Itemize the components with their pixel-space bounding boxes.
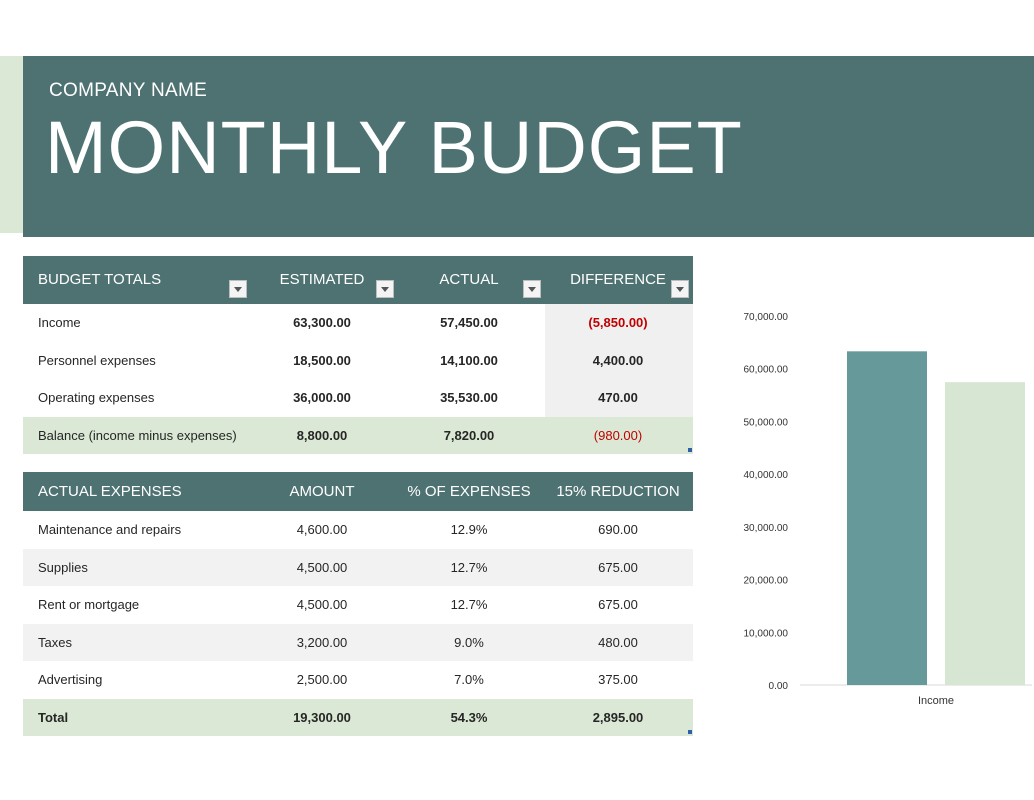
difference-highlight <box>545 379 693 417</box>
amount-value: 4,600.00 <box>296 522 348 537</box>
accent-strip <box>0 56 23 233</box>
reduction-value: 480.00 <box>598 634 638 650</box>
difference-highlight <box>545 341 693 379</box>
table-resize-handle[interactable] <box>688 448 692 452</box>
header-actual: ACTUAL <box>439 271 499 288</box>
table-row[interactable]: Operating expenses 36,000.00 35,530.00 4… <box>23 379 693 417</box>
chart-bar[interactable] <box>847 351 927 685</box>
actual-value: 7,820.00 <box>443 427 495 443</box>
y-tick-label: 10,000.00 <box>744 628 789 639</box>
actual-expenses-header: ACTUAL EXPENSES AMOUNT % OF EXPENSES 15%… <box>23 472 693 511</box>
x-category-label: Income <box>918 695 954 707</box>
pct-value: 12.9% <box>450 522 488 537</box>
actual-value: 57,450.00 <box>440 315 498 330</box>
estimated-value: 36,000.00 <box>293 390 351 405</box>
row-label: Taxes <box>38 634 72 650</box>
row-label: Balance (income minus expenses) <box>38 427 237 443</box>
reduction-value: 2,895.00 <box>592 709 644 725</box>
company-name: COMPANY NAME <box>49 80 208 101</box>
budget-totals-table: BUDGET TOTALS ESTIMATED ACTUAL DIFFERENC… <box>23 256 693 454</box>
y-tick-label: 0.00 <box>769 681 789 692</box>
row-label: Personnel expenses <box>38 352 156 368</box>
difference-highlight <box>545 304 693 342</box>
header-difference: DIFFERENCE <box>570 271 666 288</box>
y-tick-label: 30,000.00 <box>744 523 789 534</box>
actual-value: 35,530.00 <box>440 390 498 405</box>
header-actual-expenses: ACTUAL EXPENSES <box>38 483 182 500</box>
estimated-value: 8,800.00 <box>296 427 348 443</box>
row-label: Supplies <box>38 559 88 575</box>
actual-expenses-table: ACTUAL EXPENSES AMOUNT % OF EXPENSES 15%… <box>23 472 693 736</box>
table-row[interactable]: Personnel expenses 18,500.00 14,100.00 4… <box>23 341 693 379</box>
filter-dropdown-budget-totals[interactable] <box>229 280 247 298</box>
pct-value: 54.3% <box>450 709 488 725</box>
row-label: Operating expenses <box>38 390 155 405</box>
header-15pct-reduction: 15% REDUCTION <box>556 483 680 500</box>
table-row[interactable]: Taxes 3,200.00 9.0% 480.00 <box>23 623 693 661</box>
amount-value: 4,500.00 <box>296 597 348 612</box>
amount-value: 4,500.00 <box>296 559 348 575</box>
actual-value: 14,100.00 <box>440 352 498 368</box>
reduction-value: 675.00 <box>598 559 638 575</box>
header-amount: AMOUNT <box>289 483 355 500</box>
pct-value: 12.7% <box>450 597 488 612</box>
y-tick-label: 60,000.00 <box>744 365 789 376</box>
table-row[interactable]: Supplies 4,500.00 12.7% 675.00 <box>23 548 693 586</box>
row-label: Rent or mortgage <box>38 597 140 612</box>
amount-value: 19,300.00 <box>293 709 351 725</box>
y-tick-label: 40,000.00 <box>744 470 789 481</box>
pct-value: 9.0% <box>454 634 484 650</box>
difference-value: 4,400.00 <box>592 352 644 368</box>
income-chart[interactable]: 0.00 10,000.00 20,000.00 30,000.00 40,000.00… <box>720 300 1034 720</box>
reduction-value: 375.00 <box>598 672 638 687</box>
budget-totals-header: BUDGET TOTALS ESTIMATED ACTUAL DIFFERENC… <box>23 256 693 304</box>
y-tick-label: 70,000.00 <box>744 312 789 323</box>
table-row[interactable]: Advertising 2,500.00 7.0% 375.00 <box>23 661 693 699</box>
amount-value: 3,200.00 <box>296 634 348 650</box>
filter-dropdown-difference[interactable] <box>671 280 689 298</box>
table-row[interactable]: Rent or mortgage 4,500.00 12.7% 675.00 <box>23 586 693 624</box>
row-label: Maintenance and repairs <box>38 522 182 537</box>
reduction-value: 690.00 <box>598 522 638 537</box>
title-banner <box>23 56 1034 237</box>
chart-bar[interactable] <box>945 382 1025 685</box>
page-title: MONTHLY BUDGET <box>45 106 743 189</box>
row-label: Income <box>38 315 81 330</box>
header-estimated: ESTIMATED <box>279 271 365 288</box>
pct-value: 7.0% <box>454 672 484 687</box>
y-tick-label: 20,000.00 <box>744 576 789 587</box>
difference-value: 470.00 <box>598 390 638 405</box>
header-budget-totals: BUDGET TOTALS <box>38 271 162 288</box>
y-tick-label: 50,000.00 <box>744 417 789 428</box>
pct-value: 12.7% <box>450 559 488 575</box>
table-row[interactable]: Income 63,300.00 57,450.00 (5,850.00) <box>23 304 693 342</box>
filter-dropdown-estimated[interactable] <box>376 280 394 298</box>
amount-value: 2,500.00 <box>296 672 348 687</box>
estimated-value: 63,300.00 <box>293 315 351 330</box>
difference-value: (5,850.00) <box>588 315 648 330</box>
estimated-value: 18,500.00 <box>293 352 351 368</box>
balance-row[interactable]: Balance (income minus expenses) 8,800.00… <box>23 416 693 454</box>
row-label: Total <box>38 709 69 725</box>
filter-dropdown-actual[interactable] <box>523 280 541 298</box>
table-row[interactable]: Maintenance and repairs 4,600.00 12.9% 6… <box>23 511 693 549</box>
chart-svg: 0.00 10,000.00 20,000.00 30,000.00 40,000.00… <box>744 312 1032 707</box>
header-pct-of-expenses: % OF EXPENSES <box>407 483 531 500</box>
row-label: Advertising <box>38 672 103 687</box>
reduction-value: 675.00 <box>598 597 638 612</box>
difference-value: (980.00) <box>593 427 643 443</box>
total-row[interactable]: Total 19,300.00 54.3% 2,895.00 <box>23 698 693 736</box>
table-resize-handle[interactable] <box>688 730 692 734</box>
